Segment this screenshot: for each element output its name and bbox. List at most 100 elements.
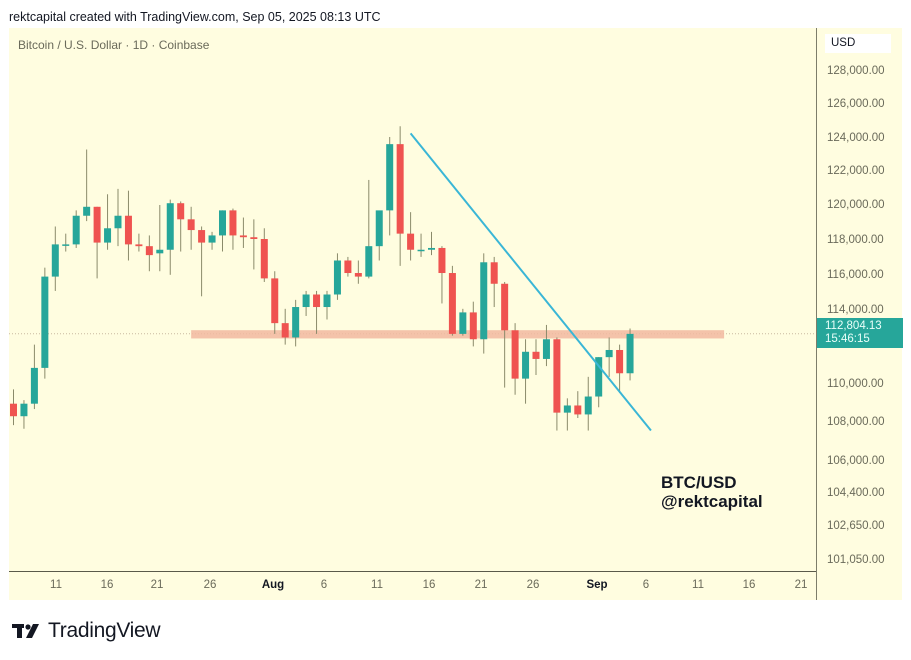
last-price-value: 112,804.13 [825, 320, 882, 332]
candle-down [250, 237, 258, 240]
candle-up [104, 228, 112, 243]
time-tick-label: Aug [261, 579, 285, 591]
time-tick-label: 21 [794, 579, 808, 591]
candle-down [313, 294, 321, 308]
price-tick-label: 128,000.00 [827, 65, 885, 77]
candle-down [553, 339, 561, 413]
candle-up [595, 357, 603, 397]
candle-up [72, 215, 80, 245]
candle-down [198, 230, 206, 243]
chart-caption: rektcapital created with TradingView.com… [9, 10, 381, 24]
time-axis[interactable]: 11 16 21 26 Aug 6 11 16 21 26 Sep 6 11 16 21 [9, 571, 816, 600]
candle-up [626, 333, 634, 374]
candle-up [386, 144, 394, 211]
price-tick-label: 102,650.00 [827, 520, 885, 532]
candle-down [396, 144, 404, 234]
price-tick-label: 124,000.00 [827, 132, 885, 144]
candle-down [177, 203, 185, 220]
price-tick-label: 126,000.00 [827, 98, 885, 110]
symbol-title: Bitcoin / U.S. Dollar · 1D · Coinbase [18, 38, 210, 52]
candle-up [333, 260, 341, 295]
candle-up [20, 403, 28, 417]
tradingview-logo: TradingView [12, 619, 161, 643]
candle-up [459, 312, 467, 334]
candle-down [239, 235, 247, 238]
candle-up [166, 203, 174, 250]
candle-down [616, 349, 624, 374]
price-axis[interactable]: USD 112,804.13 15:46:15 128,000.00 126,00… [816, 28, 903, 600]
time-tick-label: 11 [50, 579, 62, 591]
descending-trendline [409, 132, 652, 432]
candle-down [469, 312, 477, 340]
candle-up [480, 262, 488, 340]
time-tick-label: 26 [526, 579, 540, 591]
candle-up [208, 235, 216, 243]
price-tick-label: 108,000.00 [827, 416, 885, 428]
price-tick-label: 104,400.00 [827, 487, 885, 499]
chart-frame: Bitcoin / U.S. Dollar · 1D · Coinbase BT… [9, 28, 903, 600]
candle-down [532, 351, 540, 359]
candle-down [574, 405, 582, 415]
candle-down [501, 283, 509, 331]
candle-down [354, 273, 362, 277]
candle-down [10, 403, 17, 417]
price-tick-label: 120,000.00 [827, 199, 885, 211]
candle-down [511, 330, 519, 379]
candle-down [145, 246, 153, 256]
candle-up [114, 215, 122, 229]
candle-down [229, 210, 237, 236]
time-tick-label: 6 [642, 579, 650, 591]
candle-up [156, 249, 164, 254]
candle-down [124, 215, 132, 245]
candle-down [490, 262, 498, 284]
last-price-tag: 112,804.13 15:46:15 [817, 318, 903, 348]
candle-down [187, 219, 195, 231]
candle-up [428, 247, 435, 250]
time-tick-label: 21 [474, 579, 488, 591]
candle-down [260, 239, 268, 279]
candle-up [83, 206, 91, 216]
candle-up [62, 244, 70, 246]
price-tick-label: 116,000.00 [827, 269, 884, 281]
time-tick-label: 16 [742, 579, 756, 591]
time-tick-label: 16 [422, 579, 436, 591]
candle-up [417, 249, 425, 252]
annotation-author: @rektcapital [661, 492, 763, 511]
candle-down [438, 247, 446, 274]
tradingview-logo-icon [12, 624, 39, 638]
candle-up [41, 276, 49, 368]
candle-down [93, 206, 101, 243]
time-tick-label: 26 [203, 579, 217, 591]
time-tick-label: 6 [320, 579, 328, 591]
candle-up [375, 210, 383, 247]
candle-up [302, 294, 310, 308]
time-tick-label: 21 [150, 579, 164, 591]
candle-up [522, 351, 530, 379]
candle-down [448, 273, 456, 334]
candle-down [281, 323, 289, 338]
candle-down [344, 260, 352, 274]
candle-up [219, 210, 226, 236]
price-tick-label: 114,000.00 [827, 304, 884, 316]
price-tick-label: 122,000.00 [827, 165, 885, 177]
time-tick-label: Sep [586, 579, 608, 591]
chart-pane[interactable]: Bitcoin / U.S. Dollar · 1D · Coinbase BT… [9, 28, 816, 571]
time-tick-label: 16 [100, 579, 114, 591]
candle-up [605, 349, 613, 358]
candle-up [30, 367, 38, 404]
candle-down [271, 278, 279, 324]
currency-label[interactable]: USD [825, 34, 891, 53]
annotation-pair: BTC/USD [661, 473, 737, 492]
support-zone [191, 330, 725, 339]
candle-up [584, 396, 592, 415]
candle-down [407, 233, 415, 250]
logo-text: TradingView [48, 619, 161, 642]
candle-up [365, 246, 373, 277]
time-tick-label: 11 [371, 579, 383, 591]
candle-up [542, 339, 550, 359]
time-tick-label: 11 [692, 579, 704, 591]
candle-up [51, 244, 59, 277]
candlestick-plot [9, 126, 816, 432]
candle-down [135, 244, 143, 247]
candle-countdown: 15:46:15 [825, 333, 870, 345]
